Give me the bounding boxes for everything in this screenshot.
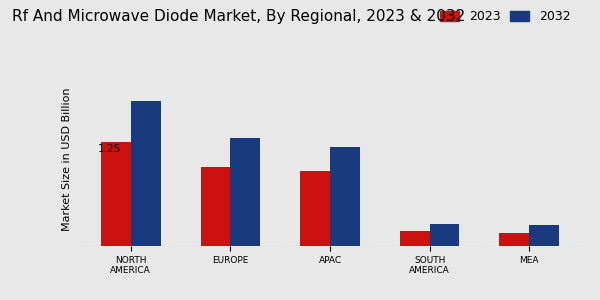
Legend: 2023, 2032: 2023, 2032 [435,5,576,28]
Text: Rf And Microwave Diode Market, By Regional, 2023 & 2032: Rf And Microwave Diode Market, By Region… [12,9,465,24]
Bar [529,225,559,246]
Bar [200,167,230,246]
Bar [330,147,360,246]
Y-axis label: Market Size in USD Billion: Market Size in USD Billion [62,87,73,231]
Bar [230,138,260,246]
Bar [131,101,161,246]
Bar [101,142,131,246]
Bar [300,171,330,246]
Bar [400,231,430,246]
Text: 1.25: 1.25 [98,144,121,154]
Bar [499,233,529,246]
Bar [430,224,460,246]
